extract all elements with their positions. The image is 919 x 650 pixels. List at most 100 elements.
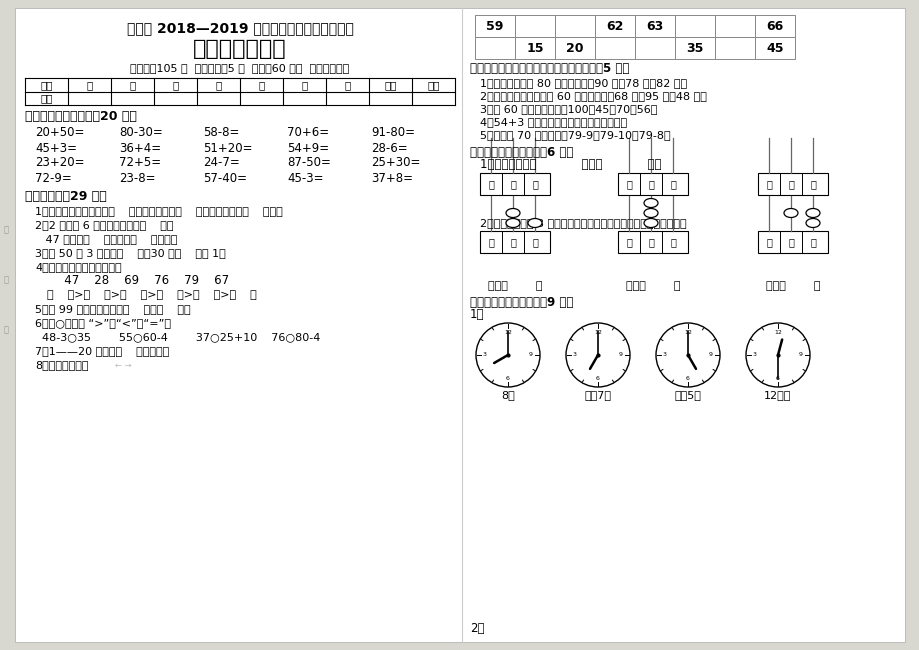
Text: 一年级数学试题: 一年级数学试题 bbox=[193, 39, 287, 59]
Bar bbox=[515, 37, 554, 59]
Ellipse shape bbox=[643, 209, 657, 218]
Text: 66: 66 bbox=[766, 20, 783, 32]
Bar bbox=[480, 231, 550, 253]
Bar bbox=[757, 173, 827, 195]
Text: 一: 一 bbox=[86, 80, 93, 90]
Ellipse shape bbox=[805, 209, 819, 218]
Text: 58-8=: 58-8= bbox=[203, 127, 239, 140]
Ellipse shape bbox=[505, 209, 519, 218]
Text: 6、在○里填上 “>”、“<”、“=”。: 6、在○里填上 “>”、“<”、“=”。 bbox=[35, 318, 171, 328]
Bar bbox=[595, 37, 634, 59]
Text: 1、从右边起，第一位是（    ）位，第二位是（    ）位，第三位是（    ）位。: 1、从右边起，第一位是（ ）位，第二位是（ ）位，第三位是（ ）位。 bbox=[35, 206, 282, 216]
Text: 20: 20 bbox=[565, 42, 584, 55]
Bar bbox=[675, 15, 714, 37]
Text: 十: 十 bbox=[788, 237, 793, 247]
Bar bbox=[754, 15, 794, 37]
Text: 十: 十 bbox=[509, 237, 516, 247]
Text: 百: 百 bbox=[766, 179, 771, 189]
Bar bbox=[634, 15, 675, 37]
Text: 62: 62 bbox=[606, 20, 623, 32]
Text: 3、和 60 最接近的数。（100、45、70、56）: 3、和 60 最接近的数。（100、45、70、56） bbox=[480, 104, 657, 114]
Text: 45+3=: 45+3= bbox=[35, 142, 77, 155]
Bar bbox=[480, 173, 550, 195]
Ellipse shape bbox=[783, 209, 797, 218]
Text: 四、画一画，写一写。（6 分）: 四、画一画，写一写。（6 分） bbox=[470, 146, 573, 159]
Text: 70+6=: 70+6= bbox=[287, 127, 329, 140]
Text: 百: 百 bbox=[626, 179, 631, 189]
Text: 23+20=: 23+20= bbox=[35, 157, 85, 170]
Text: 57-40=: 57-40= bbox=[203, 172, 246, 185]
Text: 47 里面有（    ）个十和（    ）个一。: 47 里面有（ ）个十和（ ）个一。 bbox=[35, 234, 177, 244]
Bar bbox=[754, 37, 794, 59]
Text: 91-80=: 91-80= bbox=[370, 127, 414, 140]
Text: 个: 个 bbox=[669, 237, 675, 247]
Text: 6: 6 bbox=[776, 376, 779, 380]
Bar bbox=[595, 15, 634, 37]
Text: 四: 四 bbox=[215, 80, 221, 90]
Bar bbox=[634, 37, 675, 59]
Text: 6: 6 bbox=[505, 376, 509, 380]
Text: 23-8=: 23-8= bbox=[119, 172, 155, 185]
Ellipse shape bbox=[805, 218, 819, 227]
Text: （满分：105 分  含卷面分：5 分  时间：60 分钟  用铅笔书写）: （满分：105 分 含卷面分：5 分 时间：60 分钟 用铅笔书写） bbox=[130, 63, 349, 73]
Text: 12: 12 bbox=[594, 330, 601, 335]
Text: 总分: 总分 bbox=[426, 80, 439, 90]
Text: 9: 9 bbox=[709, 352, 712, 358]
Bar bbox=[554, 15, 595, 37]
Text: 45: 45 bbox=[766, 42, 783, 55]
Text: 1、书包的价錢比 80 元少一些。（90 元、78 元、82 元）: 1、书包的价錢比 80 元少一些。（90 元、78 元、82 元） bbox=[480, 78, 686, 88]
Text: 十: 十 bbox=[509, 179, 516, 189]
Text: 87-50=: 87-50= bbox=[287, 157, 331, 170]
Text: 1、: 1、 bbox=[470, 309, 484, 322]
Text: 2、2 个十和 6 个一组成的数是（    ）。: 2、2 个十和 6 个一组成的数是（ ）。 bbox=[35, 220, 174, 230]
Ellipse shape bbox=[528, 218, 541, 227]
Text: 12时半: 12时半 bbox=[764, 390, 791, 400]
Text: 8、按顺序填数：: 8、按顺序填数： bbox=[35, 360, 88, 370]
Bar bbox=[675, 37, 714, 59]
Text: 写作（        ）: 写作（ ） bbox=[765, 281, 820, 291]
Text: 37+8=: 37+8= bbox=[370, 172, 413, 185]
Text: 大约7时: 大约7时 bbox=[584, 390, 611, 400]
Text: 大约5时: 大约5时 bbox=[674, 390, 700, 400]
Text: 2、: 2、 bbox=[470, 621, 484, 634]
Text: 个: 个 bbox=[531, 179, 538, 189]
Text: 6: 6 bbox=[596, 376, 599, 380]
Text: 54+9=: 54+9= bbox=[287, 142, 329, 155]
Text: 9: 9 bbox=[528, 352, 532, 358]
Text: 百: 百 bbox=[766, 237, 771, 247]
Bar bbox=[618, 173, 687, 195]
Bar bbox=[515, 15, 554, 37]
Text: 51+20=: 51+20= bbox=[203, 142, 252, 155]
Text: 35: 35 bbox=[686, 42, 703, 55]
Text: 个: 个 bbox=[531, 237, 538, 247]
Text: 写作（        ）: 写作（ ） bbox=[625, 281, 679, 291]
Text: 6: 6 bbox=[686, 376, 689, 380]
Text: 写作（        ）: 写作（ ） bbox=[487, 281, 541, 291]
Text: 三: 三 bbox=[172, 80, 178, 90]
Text: 得分: 得分 bbox=[40, 93, 52, 103]
Text: 百: 百 bbox=[488, 179, 494, 189]
Text: 个: 个 bbox=[669, 179, 675, 189]
Text: 48-3○35        55○60-4        37○25+10    76○80-4: 48-3○35 55○60-4 37○25+10 76○80-4 bbox=[35, 332, 320, 342]
Text: 15: 15 bbox=[526, 42, 543, 55]
Text: 线: 线 bbox=[4, 326, 8, 335]
Text: 12: 12 bbox=[773, 330, 781, 335]
Text: 36+4=: 36+4= bbox=[119, 142, 161, 155]
Text: 装: 装 bbox=[4, 226, 8, 235]
Text: 六: 六 bbox=[301, 80, 307, 90]
Text: 十: 十 bbox=[647, 237, 653, 247]
Text: 二、填空。（29 分）: 二、填空。（29 分） bbox=[25, 190, 107, 203]
Text: 一、直接写出得数。（20 分）: 一、直接写出得数。（20 分） bbox=[25, 111, 137, 124]
Bar bbox=[474, 37, 515, 59]
Text: 63: 63 bbox=[646, 20, 663, 32]
Text: 45-3=: 45-3= bbox=[287, 172, 323, 185]
Text: 武城县 2018—2019 学年第二学期小学期中检测: 武城县 2018—2019 学年第二学期小学期中检测 bbox=[127, 21, 353, 35]
Ellipse shape bbox=[643, 198, 657, 207]
Ellipse shape bbox=[505, 218, 519, 227]
Text: 3: 3 bbox=[573, 352, 576, 358]
Text: 5、得数比 70 大的算式（79-9、79-10、79-8）: 5、得数比 70 大的算式（79-9、79-10、79-8） bbox=[480, 130, 670, 140]
Text: 五、连一连，数一数。（9 分）: 五、连一连，数一数。（9 分） bbox=[470, 296, 573, 309]
Text: 20+50=: 20+50= bbox=[35, 127, 85, 140]
Text: 十: 十 bbox=[647, 179, 653, 189]
Bar bbox=[714, 37, 754, 59]
